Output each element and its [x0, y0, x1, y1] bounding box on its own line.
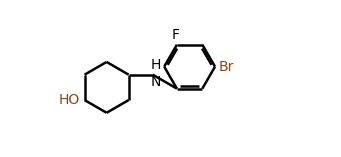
Text: N: N [151, 75, 161, 89]
Text: H: H [151, 58, 161, 72]
Text: Br: Br [219, 60, 234, 74]
Text: F: F [172, 27, 179, 42]
Text: HO: HO [59, 93, 80, 107]
